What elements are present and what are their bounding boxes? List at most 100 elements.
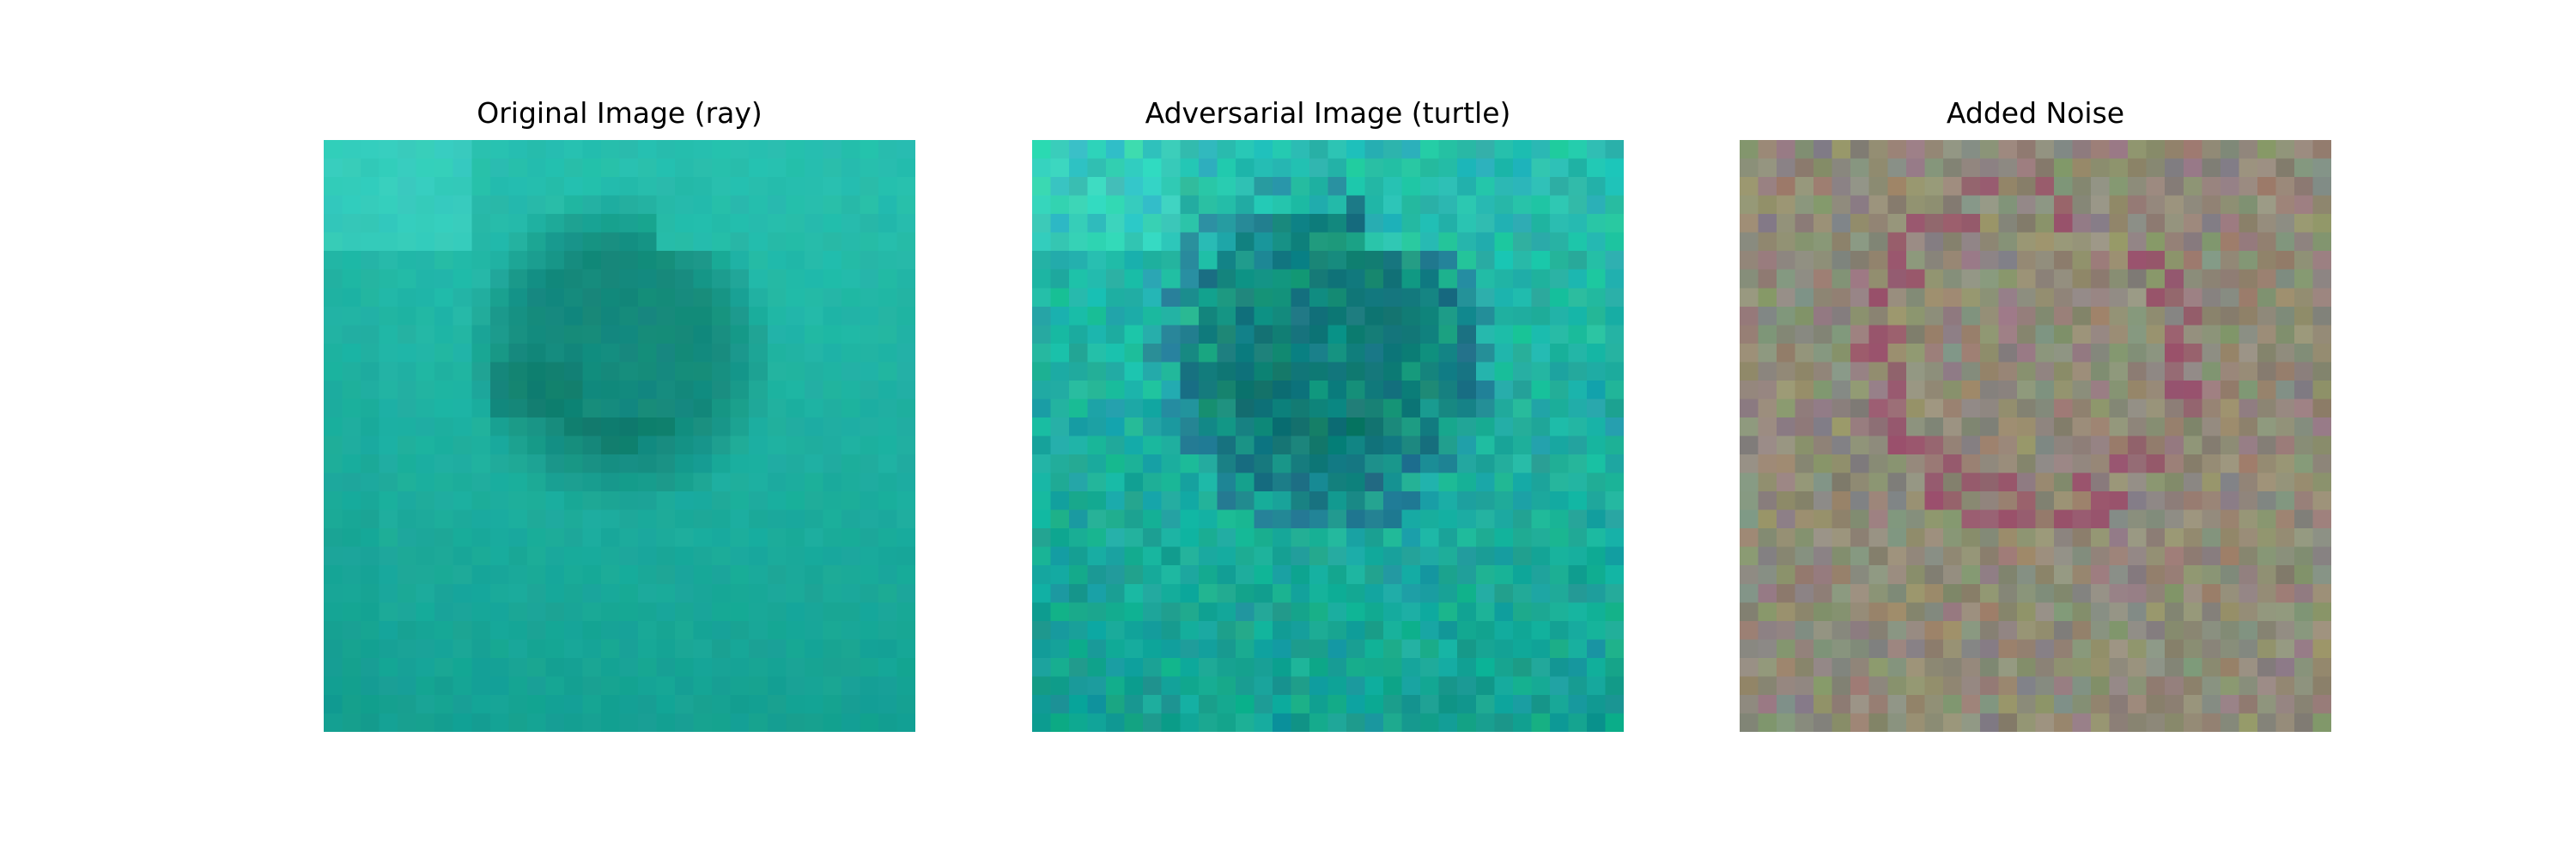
pixel — [1143, 214, 1163, 234]
pixel — [1180, 177, 1200, 197]
pixel — [545, 713, 565, 732]
pixel — [1740, 546, 1759, 566]
pixel — [749, 399, 769, 418]
pixel — [2220, 214, 2239, 234]
pixel — [767, 362, 787, 381]
pixel — [1235, 343, 1255, 362]
pixel — [1998, 472, 2018, 492]
pixel — [1032, 343, 1051, 362]
pixel — [1586, 158, 1606, 178]
pixel — [1106, 436, 1126, 455]
pixel — [2054, 454, 2073, 473]
pixel — [1568, 269, 1588, 289]
pixel — [1272, 325, 1291, 344]
pixel — [416, 509, 435, 529]
pixel — [1050, 528, 1070, 548]
pixel — [1143, 195, 1163, 215]
pixel — [767, 140, 787, 159]
pixel — [1605, 399, 1624, 418]
pixel — [1814, 158, 1833, 178]
pixel — [878, 251, 897, 271]
pixel — [434, 251, 454, 271]
pixel — [342, 343, 361, 362]
pixel — [1586, 694, 1606, 714]
pixel — [656, 565, 676, 585]
pixel — [1814, 713, 1833, 732]
pixel — [1198, 325, 1218, 344]
pixel — [471, 195, 491, 215]
pixel — [804, 380, 823, 399]
pixel — [563, 639, 583, 659]
pixel — [2054, 362, 2073, 381]
pixel — [1961, 713, 1981, 732]
pixel — [600, 676, 620, 696]
pixel — [1531, 251, 1551, 271]
pixel — [1124, 528, 1144, 548]
pixel — [1124, 306, 1144, 326]
pixel — [582, 676, 602, 696]
pixel — [398, 583, 417, 603]
pixel — [2239, 676, 2258, 696]
pixel — [1217, 583, 1236, 603]
pixel — [1087, 602, 1107, 622]
pixel — [1868, 269, 1888, 289]
pixel — [730, 251, 750, 271]
pixel — [2054, 491, 2073, 511]
pixel — [1401, 343, 1421, 362]
pixel — [1795, 195, 1814, 215]
pixel — [434, 214, 454, 234]
pixel — [2054, 140, 2073, 159]
pixel — [878, 639, 897, 659]
pixel — [1512, 399, 1532, 418]
pixel — [2016, 639, 2036, 659]
pixel — [1998, 417, 2018, 436]
pixel — [1254, 454, 1273, 473]
pixel — [1512, 509, 1532, 529]
pixel — [1887, 214, 1907, 234]
pixel — [767, 583, 787, 603]
pixel — [1568, 509, 1588, 529]
pixel — [1235, 454, 1255, 473]
pixel — [878, 491, 897, 511]
pixel — [2054, 306, 2073, 326]
pixel — [2239, 713, 2258, 732]
pixel — [1512, 214, 1532, 234]
pixel — [2128, 140, 2148, 159]
pixel — [2072, 565, 2092, 585]
pixel — [1568, 436, 1588, 455]
pixel — [841, 288, 860, 308]
pixel — [841, 214, 860, 234]
pixel — [2312, 694, 2331, 714]
pixel — [1235, 214, 1255, 234]
pixel — [749, 657, 769, 677]
pixel — [638, 583, 657, 603]
pixel — [453, 269, 472, 289]
pixel — [582, 306, 602, 326]
pixel — [638, 399, 657, 418]
pixel — [508, 472, 528, 492]
pixel — [1512, 177, 1532, 197]
pixel — [1961, 546, 1981, 566]
pixel — [2202, 158, 2221, 178]
pixel — [1198, 306, 1218, 326]
pixel — [2165, 583, 2184, 603]
pixel — [1795, 214, 1814, 234]
pixel — [1069, 676, 1089, 696]
pixel — [786, 602, 805, 622]
pixel — [2257, 491, 2276, 511]
pixel — [1905, 436, 1925, 455]
pixel — [2165, 565, 2184, 585]
pixel — [1531, 362, 1551, 381]
pixel — [638, 528, 657, 548]
pixel — [804, 232, 823, 252]
pixel — [1124, 214, 1144, 234]
pixel — [2091, 509, 2111, 529]
pixel — [1291, 195, 1310, 215]
pixel — [489, 713, 509, 732]
pixel — [1401, 602, 1421, 622]
pixel — [1512, 380, 1532, 399]
pixel — [767, 528, 787, 548]
pixel — [2109, 251, 2129, 271]
pixel — [1438, 269, 1458, 289]
pixel — [1346, 306, 1365, 326]
